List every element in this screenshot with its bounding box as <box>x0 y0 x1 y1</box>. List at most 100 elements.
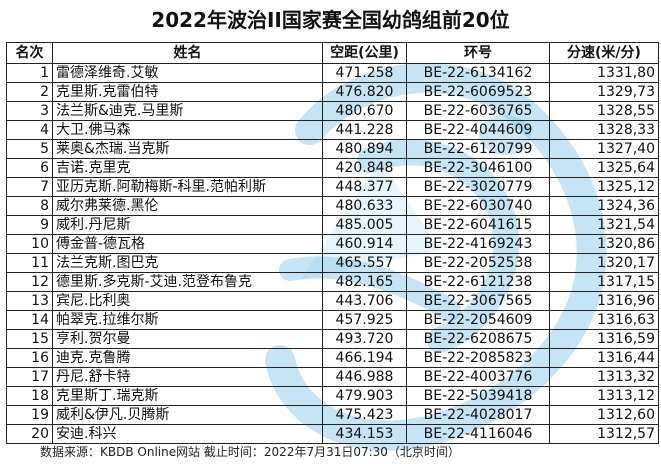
table-row: 14 帕翠克.拉维尔斯 457.925 BE-22-2054609 1316,6… <box>6 310 659 330</box>
speed-cell: 1331,80 <box>549 63 659 83</box>
table-row: 11 法兰克斯.图巴克 465.557 BE-22-2052538 1320,1… <box>6 253 659 273</box>
speed-cell: 1325,12 <box>549 177 659 197</box>
ring-cell: BE-22-6041615 <box>406 215 550 235</box>
rank-cell: 12 <box>6 272 53 292</box>
column-header-rank: 名次 <box>6 42 53 64</box>
source-note: 数据来源：KBDB Online网站 截止时间：2022年7月31日07:30（… <box>40 445 460 459</box>
ring-cell: BE-22-6030740 <box>406 196 550 216</box>
ring-cell: BE-22-6121238 <box>406 272 550 292</box>
ring-cell: BE-22-4169243 <box>406 234 550 254</box>
speed-cell: 1329,73 <box>549 82 659 102</box>
ring-cell: BE-22-6134162 <box>406 63 550 83</box>
name-cell: 威尔弗莱德.黑伦 <box>52 196 323 216</box>
table-row: 12 德里斯.多克斯-艾迪.范登布鲁克 482.165 BE-22-612123… <box>6 272 659 292</box>
ring-cell: BE-22-2054609 <box>406 310 550 330</box>
distance-cell: 476.820 <box>322 82 407 102</box>
ring-cell: BE-22-4116046 <box>406 424 550 444</box>
ring-cell: BE-22-5039418 <box>406 386 550 406</box>
speed-cell: 1316,59 <box>549 329 659 349</box>
ring-cell: BE-22-6069523 <box>406 82 550 102</box>
table-row: 10 傅金普-德瓦格 460.914 BE-22-4169243 1320,86 <box>6 234 659 254</box>
ring-cell: BE-22-6036765 <box>406 101 550 121</box>
rank-cell: 17 <box>6 367 53 387</box>
name-cell: 威利.丹尼斯 <box>52 215 323 235</box>
distance-cell: 465.557 <box>322 253 407 273</box>
rank-cell: 19 <box>6 405 53 425</box>
rank-cell: 9 <box>6 215 53 235</box>
speed-cell: 1321,54 <box>549 215 659 235</box>
name-cell: 迪克.克鲁腾 <box>52 348 323 368</box>
name-cell: 威利&伊凡.贝腾斯 <box>52 405 323 425</box>
name-cell: 法兰斯&迪克.马里斯 <box>52 101 323 121</box>
table-header-row: 名次 姓名 空距(公里) 环号 分速(米/分) <box>6 42 659 64</box>
table-row: 6 吉诺.克里克 420.848 BE-22-3046100 1325,64 <box>6 158 659 178</box>
ring-cell: BE-22-2052538 <box>406 253 550 273</box>
name-cell: 亚历克斯.阿勒梅斯-科里.范帕利斯 <box>52 177 323 197</box>
table-row: 5 莱奥&杰瑞.当克斯 480.894 BE-22-6120799 1327,4… <box>6 139 659 159</box>
speed-cell: 1324,36 <box>549 196 659 216</box>
table-row: 8 威尔弗莱德.黑伦 480.633 BE-22-6030740 1324,36 <box>6 196 659 216</box>
name-cell: 亨利.贺尔曼 <box>52 329 323 349</box>
table-row: 18 克里斯丁.瑞克斯 479.903 BE-22-5039418 1313,1… <box>6 386 659 406</box>
ring-cell: BE-22-3067565 <box>406 291 550 311</box>
rank-cell: 13 <box>6 291 53 311</box>
rank-cell: 18 <box>6 386 53 406</box>
speed-cell: 1312,57 <box>549 424 659 444</box>
distance-cell: 475.423 <box>322 405 407 425</box>
table-row: 13 宾尼.比利奥 443.706 BE-22-3067565 1316,96 <box>6 291 659 311</box>
table-row: 1 雷德泽维奇.艾敏 471.258 BE-22-6134162 1331,80 <box>6 63 659 83</box>
table-row: 3 法兰斯&迪克.马里斯 480.670 BE-22-6036765 1328,… <box>6 101 659 121</box>
speed-cell: 1316,44 <box>549 348 659 368</box>
name-cell: 雷德泽维奇.艾敏 <box>52 63 323 83</box>
distance-cell: 441.228 <box>322 120 407 140</box>
speed-cell: 1320,86 <box>549 234 659 254</box>
rank-cell: 7 <box>6 177 53 197</box>
ring-cell: BE-22-4028017 <box>406 405 550 425</box>
table-row: 2 克里斯.克雷伯特 476.820 BE-22-6069523 1329,73 <box>6 82 659 102</box>
rank-cell: 11 <box>6 253 53 273</box>
results-table: 名次 姓名 空距(公里) 环号 分速(米/分) 1 雷德泽维奇.艾敏 471.2… <box>6 42 659 444</box>
speed-cell: 1328,33 <box>549 120 659 140</box>
name-cell: 克里斯.克雷伯特 <box>52 82 323 102</box>
ring-cell: BE-22-3020779 <box>406 177 550 197</box>
distance-cell: 485.005 <box>322 215 407 235</box>
column-header-distance: 空距(公里) <box>322 42 407 64</box>
ring-cell: BE-22-3046100 <box>406 158 550 178</box>
distance-cell: 471.258 <box>322 63 407 83</box>
rank-cell: 14 <box>6 310 53 330</box>
ring-cell: BE-22-6120799 <box>406 139 550 159</box>
distance-cell: 493.720 <box>322 329 407 349</box>
distance-cell: 479.903 <box>322 386 407 406</box>
distance-cell: 482.165 <box>322 272 407 292</box>
rank-cell: 10 <box>6 234 53 254</box>
speed-cell: 1313,12 <box>549 386 659 406</box>
distance-cell: 448.377 <box>322 177 407 197</box>
name-cell: 吉诺.克里克 <box>52 158 323 178</box>
ring-cell: BE-22-4044609 <box>406 120 550 140</box>
name-cell: 法兰克斯.图巴克 <box>52 253 323 273</box>
table-row: 15 亨利.贺尔曼 493.720 BE-22-6208675 1316,59 <box>6 329 659 349</box>
name-cell: 丹尼.舒卡特 <box>52 367 323 387</box>
table-row: 20 安迪.科兴 434.153 BE-22-4116046 1312,57 <box>6 424 659 444</box>
speed-cell: 1317,15 <box>549 272 659 292</box>
rank-cell: 16 <box>6 348 53 368</box>
table-row: 17 丹尼.舒卡特 446.988 BE-22-4003776 1313,32 <box>6 367 659 387</box>
speed-cell: 1316,96 <box>549 291 659 311</box>
speed-cell: 1316,63 <box>549 310 659 330</box>
column-header-name: 姓名 <box>52 42 323 64</box>
name-cell: 大卫.佛马森 <box>52 120 323 140</box>
ring-cell: BE-22-6208675 <box>406 329 550 349</box>
ring-cell: BE-22-4003776 <box>406 367 550 387</box>
ring-cell: BE-22-2085823 <box>406 348 550 368</box>
table-row: 16 迪克.克鲁腾 466.194 BE-22-2085823 1316,44 <box>6 348 659 368</box>
name-cell: 宾尼.比利奥 <box>52 291 323 311</box>
name-cell: 傅金普-德瓦格 <box>52 234 323 254</box>
speed-cell: 1312,60 <box>549 405 659 425</box>
distance-cell: 480.894 <box>322 139 407 159</box>
page-title: 2022年波治II国家赛全国幼鸽组前20位 <box>151 8 510 32</box>
distance-cell: 480.633 <box>322 196 407 216</box>
rank-cell: 15 <box>6 329 53 349</box>
speed-cell: 1325,64 <box>549 158 659 178</box>
table-row: 9 威利.丹尼斯 485.005 BE-22-6041615 1321,54 <box>6 215 659 235</box>
speed-cell: 1327,40 <box>549 139 659 159</box>
